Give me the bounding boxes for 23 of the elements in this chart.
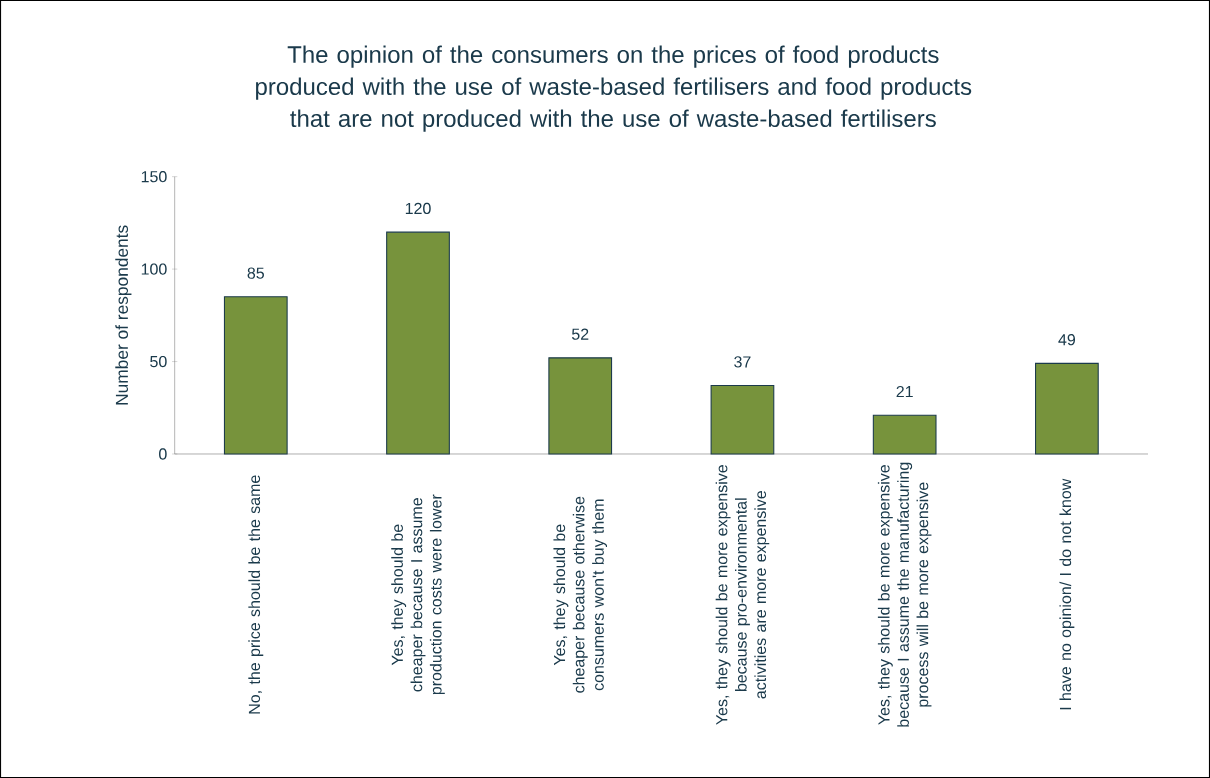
x-tick-label: Yes, they should be cheaper because I assume production costs were lower — [391, 494, 445, 695]
data-label: 37 — [734, 356, 751, 368]
bar — [872, 414, 937, 455]
bar — [386, 231, 450, 455]
x-tick-label: No, the price should be the same — [248, 475, 264, 714]
y-tick-label: 100 — [141, 263, 167, 275]
y-axis-title: Number of respondents — [115, 225, 132, 405]
bar — [710, 385, 775, 455]
x-tick-label: Yes, they should be more expensive because pro-environmental activities are more expensive — [715, 465, 770, 725]
data-label: 49 — [1058, 334, 1076, 346]
bar — [548, 357, 613, 455]
data-label: 52 — [571, 328, 589, 340]
bar — [1035, 362, 1099, 455]
x-tick-label: Yes, they should be cheaper because otherwise consumers won't buy them — [553, 496, 608, 693]
y-tick-label: 0 — [159, 448, 167, 460]
x-tick-label: I have no opinion/ I do not know — [1059, 478, 1075, 710]
y-tick-label: 50 — [150, 355, 167, 368]
bar — [223, 296, 288, 455]
y-tick-label: 150 — [141, 171, 167, 183]
chart-title: The opinion of the consumers on the prices of food products produced with the use of waste-based fertilisers and food products that are not produced with the use of waste-based fertilisers — [256, 45, 972, 132]
data-label: 120 — [405, 202, 431, 215]
data-label: 85 — [247, 267, 264, 279]
data-label: 21 — [896, 385, 913, 398]
